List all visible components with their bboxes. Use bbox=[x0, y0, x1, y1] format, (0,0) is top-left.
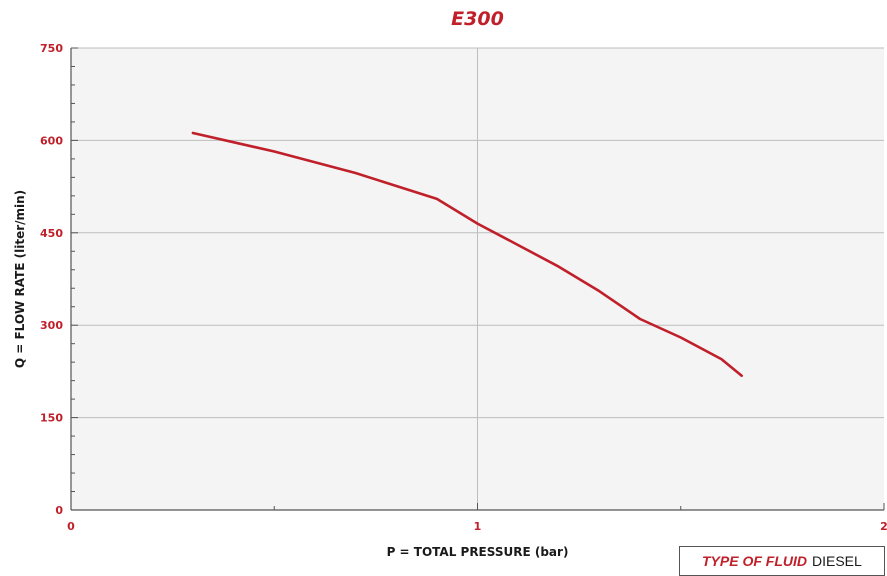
chart-title: E300 bbox=[451, 8, 504, 30]
x-tick-label: 2 bbox=[880, 520, 887, 533]
y-tick-label: 150 bbox=[40, 412, 63, 425]
y-tick-label: 750 bbox=[40, 42, 63, 55]
fluid-type-value: DIESEL bbox=[812, 553, 862, 569]
chart-container: 0 150 300 450 600 750 0 1 2 E300 P = TOTAL PRESSUR… bbox=[13, 8, 887, 559]
x-tick-label: 0 bbox=[67, 520, 75, 533]
y-tick-label: 450 bbox=[40, 227, 63, 240]
y-tick-label: 300 bbox=[40, 319, 63, 332]
flow-rate-chart: 0 150 300 450 600 750 0 1 2 E300 P = TOTAL PRESSUR… bbox=[13, 8, 887, 559]
x-axis-label: P = TOTAL PRESSURE (bar) bbox=[387, 545, 569, 559]
flow-curve-line bbox=[191, 131, 744, 378]
fluid-type-label: TYPE OF FLUID bbox=[702, 553, 807, 569]
fluid-type-box: TYPE OF FLUID DIESEL bbox=[679, 546, 885, 576]
y-axis-label: Q = FLOW RATE (liter/min) bbox=[13, 190, 27, 368]
y-tick-label: 0 bbox=[55, 504, 63, 517]
x-tick-label: 1 bbox=[474, 520, 482, 533]
y-tick-label: 600 bbox=[40, 134, 63, 147]
